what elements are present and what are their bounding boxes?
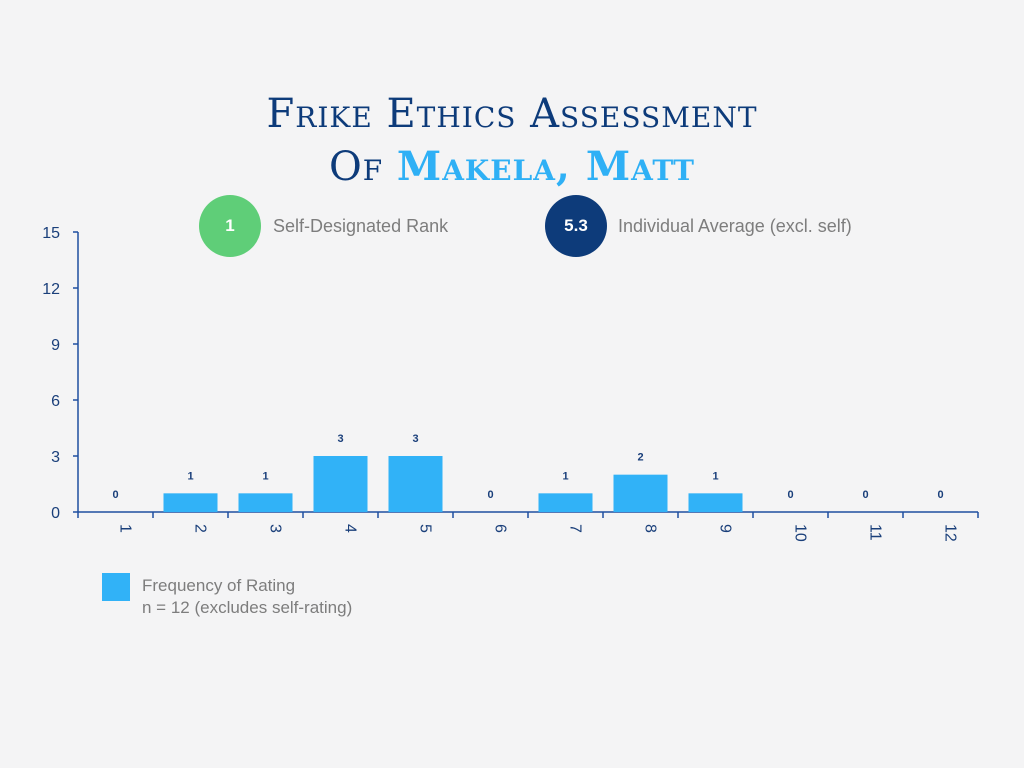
data-label: 0 xyxy=(487,489,493,501)
x-tick-label: 1 xyxy=(117,524,134,533)
chart-title-line-1: Frike Ethics Assessment xyxy=(0,92,1024,136)
x-tick-label: 10 xyxy=(792,524,809,542)
bar xyxy=(688,493,743,512)
individual-average-label: Individual Average (excl. self) xyxy=(618,216,852,236)
x-tick-label: 4 xyxy=(342,524,359,533)
self-rank-value: 1 xyxy=(225,216,235,235)
y-tick-label: 9 xyxy=(51,337,60,354)
y-tick-label: 0 xyxy=(51,505,60,522)
y-tick-label: 15 xyxy=(42,225,60,242)
x-tick-label: 8 xyxy=(642,524,659,533)
data-label: 0 xyxy=(862,489,868,501)
y-tick-label: 3 xyxy=(51,449,60,466)
x-tick-label: 11 xyxy=(867,524,884,541)
data-label: 0 xyxy=(112,489,118,501)
x-tick-label: 7 xyxy=(567,524,584,533)
legend: Frequency of Rating n = 12 (excludes sel… xyxy=(142,575,352,619)
bar xyxy=(313,456,368,512)
legend-note: n = 12 (excludes self-rating) xyxy=(142,598,353,617)
individual-average-badge: 5.3 xyxy=(545,195,607,257)
y-tick-label: 12 xyxy=(42,281,60,298)
chart-title-line-2: Of Makela, Matt xyxy=(0,143,1024,190)
legend-label: Frequency of Rating xyxy=(142,576,296,595)
legend-swatch xyxy=(102,573,130,601)
x-tick-label: 12 xyxy=(942,524,959,542)
bar xyxy=(613,474,668,512)
data-label: 1 xyxy=(562,470,568,482)
data-label: 0 xyxy=(787,489,793,501)
data-label: 3 xyxy=(337,433,343,445)
chart-title-prefix: Of xyxy=(328,144,384,190)
bar xyxy=(238,493,293,512)
data-label: 1 xyxy=(262,470,268,482)
x-tick-label: 9 xyxy=(717,524,734,533)
bar xyxy=(163,493,218,512)
bar xyxy=(538,493,593,512)
y-tick-label: 6 xyxy=(51,393,60,410)
data-label: 2 xyxy=(637,452,643,464)
subject-name: Makela, Matt xyxy=(396,143,696,190)
self-rank-badge: 1 xyxy=(199,195,261,257)
data-label: 0 xyxy=(937,489,943,501)
data-label: 3 xyxy=(412,433,418,445)
x-tick-label: 3 xyxy=(267,524,284,533)
x-tick-label: 5 xyxy=(417,524,434,533)
chart-title-text: Frike Ethics Assessment xyxy=(266,91,758,137)
bar xyxy=(388,456,443,512)
individual-average-value: 5.3 xyxy=(564,216,588,235)
x-tick-label: 6 xyxy=(492,524,509,533)
self-rank-label: Self-Designated Rank xyxy=(273,216,449,236)
data-label: 1 xyxy=(187,470,193,482)
x-tick-label: 2 xyxy=(192,524,209,533)
data-label: 1 xyxy=(712,470,718,482)
